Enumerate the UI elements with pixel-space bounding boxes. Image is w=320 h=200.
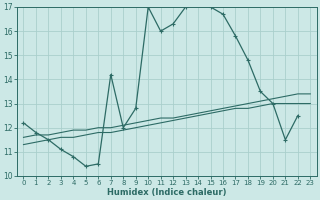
- X-axis label: Humidex (Indice chaleur): Humidex (Indice chaleur): [107, 188, 227, 197]
